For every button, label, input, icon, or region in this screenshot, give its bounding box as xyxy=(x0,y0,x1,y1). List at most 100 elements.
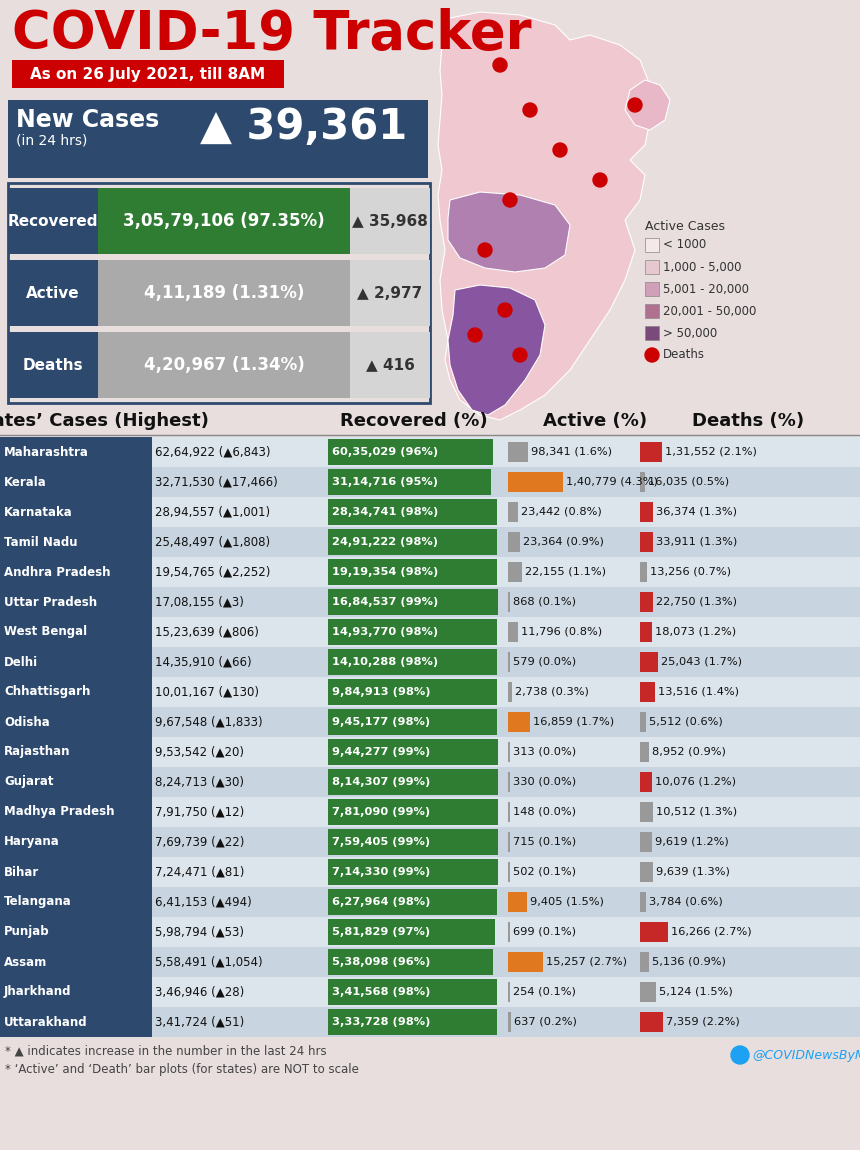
Text: 6,41,153 (▲494): 6,41,153 (▲494) xyxy=(155,896,252,908)
Bar xyxy=(640,892,646,912)
Bar xyxy=(328,1009,496,1035)
Text: Deaths: Deaths xyxy=(22,358,83,373)
Text: Uttar Pradesh: Uttar Pradesh xyxy=(4,596,97,608)
Bar xyxy=(328,739,498,765)
Bar xyxy=(0,946,860,978)
Bar xyxy=(640,831,653,852)
Bar xyxy=(0,707,860,737)
Polygon shape xyxy=(448,285,545,415)
Text: 16,266 (2.7%): 16,266 (2.7%) xyxy=(671,927,752,937)
Bar xyxy=(0,618,152,647)
Circle shape xyxy=(478,243,492,256)
Bar xyxy=(328,559,496,585)
Text: Kerala: Kerala xyxy=(4,475,46,489)
Text: Haryana: Haryana xyxy=(4,836,59,849)
Text: 16,84,537 (99%): 16,84,537 (99%) xyxy=(332,597,439,607)
Bar xyxy=(0,1007,860,1037)
Text: 4,11,189 (1.31%): 4,11,189 (1.31%) xyxy=(144,284,304,302)
Text: Telangana: Telangana xyxy=(4,896,71,908)
Text: 5,124 (1.5%): 5,124 (1.5%) xyxy=(659,987,733,997)
Text: Active: Active xyxy=(26,285,80,300)
Bar xyxy=(0,677,860,707)
Bar xyxy=(640,862,654,882)
Bar xyxy=(508,682,512,702)
Bar xyxy=(0,797,152,827)
Bar xyxy=(8,100,428,178)
Bar xyxy=(640,592,654,612)
Text: Recovered (%): Recovered (%) xyxy=(341,412,488,430)
Text: Andhra Pradesh: Andhra Pradesh xyxy=(4,566,110,578)
Bar xyxy=(0,437,860,467)
Bar xyxy=(8,183,430,402)
Bar xyxy=(350,187,430,254)
Text: 9,67,548 (▲1,833): 9,67,548 (▲1,833) xyxy=(155,715,262,728)
Bar xyxy=(508,802,510,822)
Text: 25,48,497 (▲1,808): 25,48,497 (▲1,808) xyxy=(155,536,270,549)
Bar xyxy=(0,887,152,917)
Text: Active Cases: Active Cases xyxy=(645,220,725,233)
Bar xyxy=(350,260,430,325)
Circle shape xyxy=(503,193,517,207)
Text: 3,46,946 (▲28): 3,46,946 (▲28) xyxy=(155,986,244,998)
Bar xyxy=(508,622,519,642)
Bar xyxy=(328,859,498,886)
Bar xyxy=(328,678,496,705)
Text: 8,14,307 (99%): 8,14,307 (99%) xyxy=(332,777,430,787)
Bar xyxy=(0,978,152,1007)
Polygon shape xyxy=(448,192,570,273)
Bar xyxy=(328,499,496,526)
Bar xyxy=(0,857,860,887)
Bar xyxy=(0,497,152,527)
Text: < 1000: < 1000 xyxy=(663,238,706,252)
Text: > 50,000: > 50,000 xyxy=(663,327,717,339)
Circle shape xyxy=(593,172,607,187)
Bar xyxy=(0,737,152,767)
Text: 60,35,029 (96%): 60,35,029 (96%) xyxy=(332,447,438,457)
Text: 5,001 - 20,000: 5,001 - 20,000 xyxy=(663,283,749,296)
Text: Recovered: Recovered xyxy=(8,214,98,229)
Bar xyxy=(508,592,510,612)
Text: ▲ 35,968: ▲ 35,968 xyxy=(352,214,428,229)
Circle shape xyxy=(628,98,642,112)
Text: 31,14,716 (95%): 31,14,716 (95%) xyxy=(332,477,438,486)
Bar xyxy=(640,503,654,522)
Bar xyxy=(0,917,152,946)
Text: 23,442 (0.8%): 23,442 (0.8%) xyxy=(521,507,602,518)
Text: 7,69,739 (▲22): 7,69,739 (▲22) xyxy=(155,836,244,849)
Circle shape xyxy=(731,1046,749,1064)
Text: 36,374 (1.3%): 36,374 (1.3%) xyxy=(656,507,738,518)
Bar xyxy=(640,562,648,582)
Text: 3,05,79,106 (97.35%): 3,05,79,106 (97.35%) xyxy=(123,212,325,230)
Bar xyxy=(0,917,860,946)
Bar xyxy=(640,442,662,462)
Text: 254 (0.1%): 254 (0.1%) xyxy=(513,987,576,997)
Bar xyxy=(508,442,528,462)
Bar xyxy=(508,892,527,912)
Bar xyxy=(328,799,498,825)
Circle shape xyxy=(553,143,567,158)
Text: Karnataka: Karnataka xyxy=(4,506,73,519)
Bar xyxy=(328,469,491,494)
Bar xyxy=(0,557,860,586)
Text: 28,94,557 (▲1,001): 28,94,557 (▲1,001) xyxy=(155,506,270,519)
Text: 148 (0.0%): 148 (0.0%) xyxy=(513,807,576,816)
Text: 9,45,177 (98%): 9,45,177 (98%) xyxy=(332,716,430,727)
Text: Maharashtra: Maharashtra xyxy=(4,445,89,459)
Bar xyxy=(640,532,654,552)
Bar xyxy=(508,1012,511,1032)
Bar xyxy=(0,737,860,767)
Text: 5,81,829 (97%): 5,81,829 (97%) xyxy=(332,927,430,937)
Bar xyxy=(328,979,496,1005)
Bar xyxy=(328,529,496,555)
Text: 5,136 (0.9%): 5,136 (0.9%) xyxy=(653,957,726,967)
Text: 24,91,222 (98%): 24,91,222 (98%) xyxy=(332,537,438,547)
Bar xyxy=(508,831,510,852)
Polygon shape xyxy=(438,12,650,420)
Text: 15,23,639 (▲806): 15,23,639 (▲806) xyxy=(155,626,259,638)
Text: 15,257 (2.7%): 15,257 (2.7%) xyxy=(545,957,627,967)
Text: Tamil Nadu: Tamil Nadu xyxy=(4,536,77,549)
Polygon shape xyxy=(625,81,670,130)
Bar xyxy=(328,829,498,854)
Bar xyxy=(508,472,563,492)
Text: 16,859 (1.7%): 16,859 (1.7%) xyxy=(532,716,614,727)
